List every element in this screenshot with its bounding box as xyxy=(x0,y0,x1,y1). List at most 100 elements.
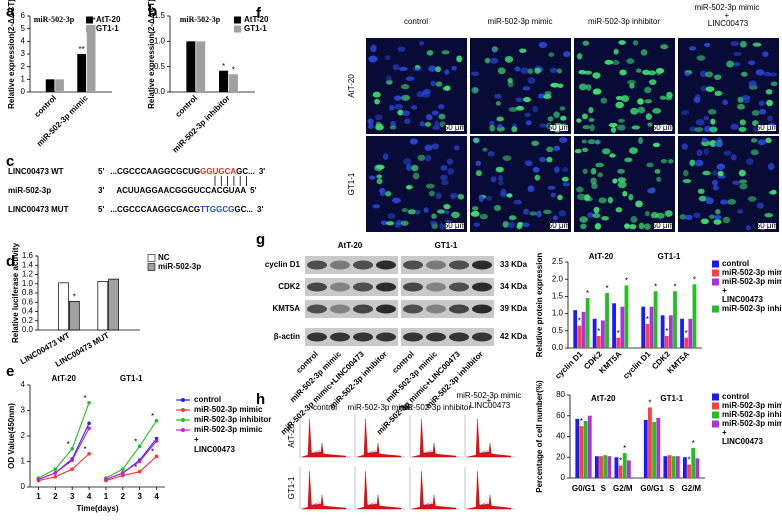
y-tick-label: 4 xyxy=(21,36,26,45)
cell xyxy=(582,147,589,153)
histogram xyxy=(356,470,402,510)
y-tick-label: 0.0 xyxy=(552,343,564,352)
cell xyxy=(447,167,454,175)
cell xyxy=(534,67,541,74)
cell xyxy=(562,167,569,172)
cell xyxy=(730,123,739,130)
cell xyxy=(475,160,482,166)
cell xyxy=(439,121,446,128)
protein-label: KMT5A xyxy=(272,304,300,313)
significance: * xyxy=(654,282,657,291)
cell xyxy=(495,166,504,173)
cell xyxy=(765,89,773,95)
significance: * xyxy=(625,277,628,286)
cell xyxy=(548,52,555,57)
significance: * xyxy=(84,445,87,454)
scale-bar: 50 μm xyxy=(652,221,675,230)
bar xyxy=(585,298,590,348)
cell xyxy=(694,159,704,167)
cell xyxy=(486,196,493,201)
point xyxy=(87,401,91,405)
cell xyxy=(636,68,642,73)
bar xyxy=(663,456,668,478)
text-line: LINC00473 xyxy=(722,437,763,446)
y-tick-label: 2.5 xyxy=(552,257,564,266)
cell xyxy=(549,67,558,74)
cell xyxy=(631,125,641,130)
group-title: GT1-1 xyxy=(660,394,683,403)
cell xyxy=(731,180,741,185)
legend-swatch xyxy=(712,260,719,268)
cell xyxy=(552,215,558,221)
significance: * xyxy=(67,440,70,449)
blot-group: GT1-1 xyxy=(435,241,458,250)
cell xyxy=(590,167,597,175)
scale-box xyxy=(654,223,672,229)
text-line: miR-502-3p mimic xyxy=(456,391,523,400)
cell xyxy=(640,49,648,56)
significance: * xyxy=(134,437,137,446)
cell xyxy=(738,126,747,132)
cell xyxy=(727,198,737,205)
bar xyxy=(649,306,654,348)
column-header: control xyxy=(313,403,337,412)
cell xyxy=(562,182,570,187)
bar xyxy=(656,417,661,478)
y-tick-label: 1.0 xyxy=(22,279,34,288)
protein-size: 39 KDa xyxy=(500,304,528,313)
scale-bar: 50 μm xyxy=(756,221,779,230)
legend-marker xyxy=(181,428,185,432)
cell xyxy=(592,212,601,219)
cell xyxy=(425,114,433,121)
cell xyxy=(709,126,718,133)
cell xyxy=(543,209,552,215)
y-tick-label: 80 xyxy=(556,390,565,399)
cell xyxy=(592,89,600,95)
cell xyxy=(561,176,569,182)
cell xyxy=(595,162,605,168)
cell xyxy=(581,139,587,144)
legend-swatch xyxy=(147,263,156,271)
cell xyxy=(747,60,756,66)
cell xyxy=(547,116,554,122)
y-tick-label: 0.0 xyxy=(22,325,34,334)
bar xyxy=(596,335,601,348)
bar xyxy=(58,282,69,331)
band xyxy=(472,332,492,342)
bar xyxy=(575,418,580,478)
cell xyxy=(768,190,777,195)
histogram xyxy=(356,418,402,458)
cell xyxy=(702,170,711,176)
legend-label: miR-502-3p xyxy=(158,262,201,271)
scale-box xyxy=(758,223,776,229)
legend-label: AtT-20 xyxy=(96,15,121,24)
scale-box xyxy=(550,223,568,229)
cell xyxy=(733,51,742,57)
x-tick-label: 1 xyxy=(104,492,109,501)
cell xyxy=(389,104,395,111)
y-tick-label: 0.4 xyxy=(22,307,34,316)
cell xyxy=(627,79,636,85)
point xyxy=(137,459,142,464)
cell xyxy=(490,57,499,64)
cell xyxy=(441,180,449,186)
series-line xyxy=(38,428,90,480)
cell xyxy=(764,213,773,218)
fit-curve xyxy=(368,450,377,454)
legend-marker xyxy=(181,398,185,402)
text-line: GC... xyxy=(234,205,253,214)
band xyxy=(330,332,350,342)
bar xyxy=(671,456,676,478)
bar xyxy=(668,315,673,348)
point xyxy=(137,444,142,449)
bar xyxy=(573,310,578,348)
group-title: GT1-1 xyxy=(658,252,681,261)
panel-label: b xyxy=(148,3,157,20)
text-line: 5' xyxy=(98,167,104,176)
cell xyxy=(593,206,600,214)
cell xyxy=(406,164,413,171)
cell xyxy=(696,55,706,61)
bar xyxy=(86,24,96,92)
y-tick-label: 1.4 xyxy=(22,260,34,269)
cell xyxy=(637,106,646,114)
